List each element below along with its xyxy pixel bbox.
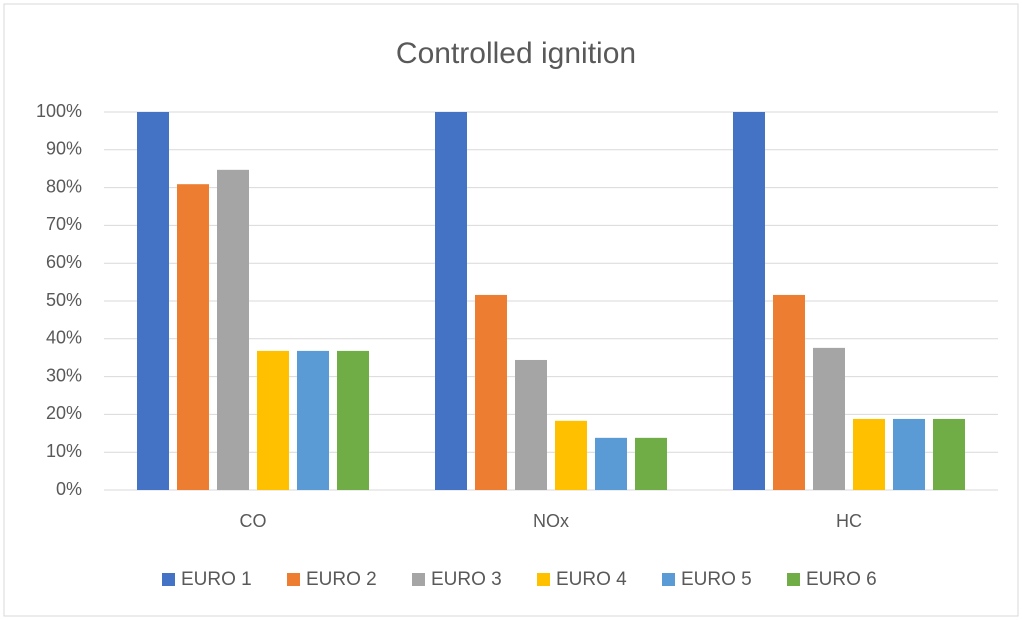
bar — [853, 418, 885, 490]
legend-label: EURO 5 — [681, 569, 752, 590]
y-tick-label: 60% — [46, 252, 82, 272]
legend-label: EURO 2 — [306, 569, 377, 590]
y-tick-label: 20% — [46, 403, 82, 423]
legend-label: EURO 4 — [556, 569, 627, 590]
legend-swatch — [287, 573, 300, 586]
chart-title: Controlled ignition — [396, 37, 636, 70]
bar — [733, 112, 765, 490]
bar — [137, 112, 169, 490]
bar — [435, 112, 467, 490]
legend-label: EURO 1 — [181, 569, 252, 590]
y-tick-label: 50% — [46, 290, 82, 310]
legend-label: EURO 3 — [431, 569, 502, 590]
bar — [297, 350, 329, 490]
legend-swatch — [662, 573, 675, 586]
x-tick-label: CO — [240, 511, 267, 531]
y-tick-label: 0% — [56, 479, 82, 499]
bar — [773, 294, 805, 490]
legend-swatch — [412, 573, 425, 586]
bar — [515, 359, 547, 490]
y-tick-label: 80% — [46, 176, 82, 196]
bar — [635, 437, 667, 490]
bar — [337, 350, 369, 490]
legend-label: EURO 6 — [806, 569, 877, 590]
bar — [893, 418, 925, 490]
bar — [813, 347, 845, 490]
legend-swatch — [537, 573, 550, 586]
bar — [177, 184, 209, 490]
x-tick-label: HC — [836, 511, 862, 531]
y-tick-label: 40% — [46, 328, 82, 348]
legend-swatch — [162, 573, 175, 586]
x-tick-label: NOx — [533, 511, 569, 531]
bar — [475, 294, 507, 490]
y-tick-label: 70% — [46, 214, 82, 234]
y-tick-label: 100% — [36, 101, 82, 121]
bar — [257, 350, 289, 490]
bar — [595, 437, 627, 490]
bar — [555, 420, 587, 490]
chart-frame — [3, 3, 1019, 617]
bar — [217, 169, 249, 491]
y-tick-label: 90% — [46, 139, 82, 159]
y-tick-label: 10% — [46, 441, 82, 461]
bar — [933, 418, 965, 490]
legend-swatch — [787, 573, 800, 586]
y-tick-label: 30% — [46, 365, 82, 385]
